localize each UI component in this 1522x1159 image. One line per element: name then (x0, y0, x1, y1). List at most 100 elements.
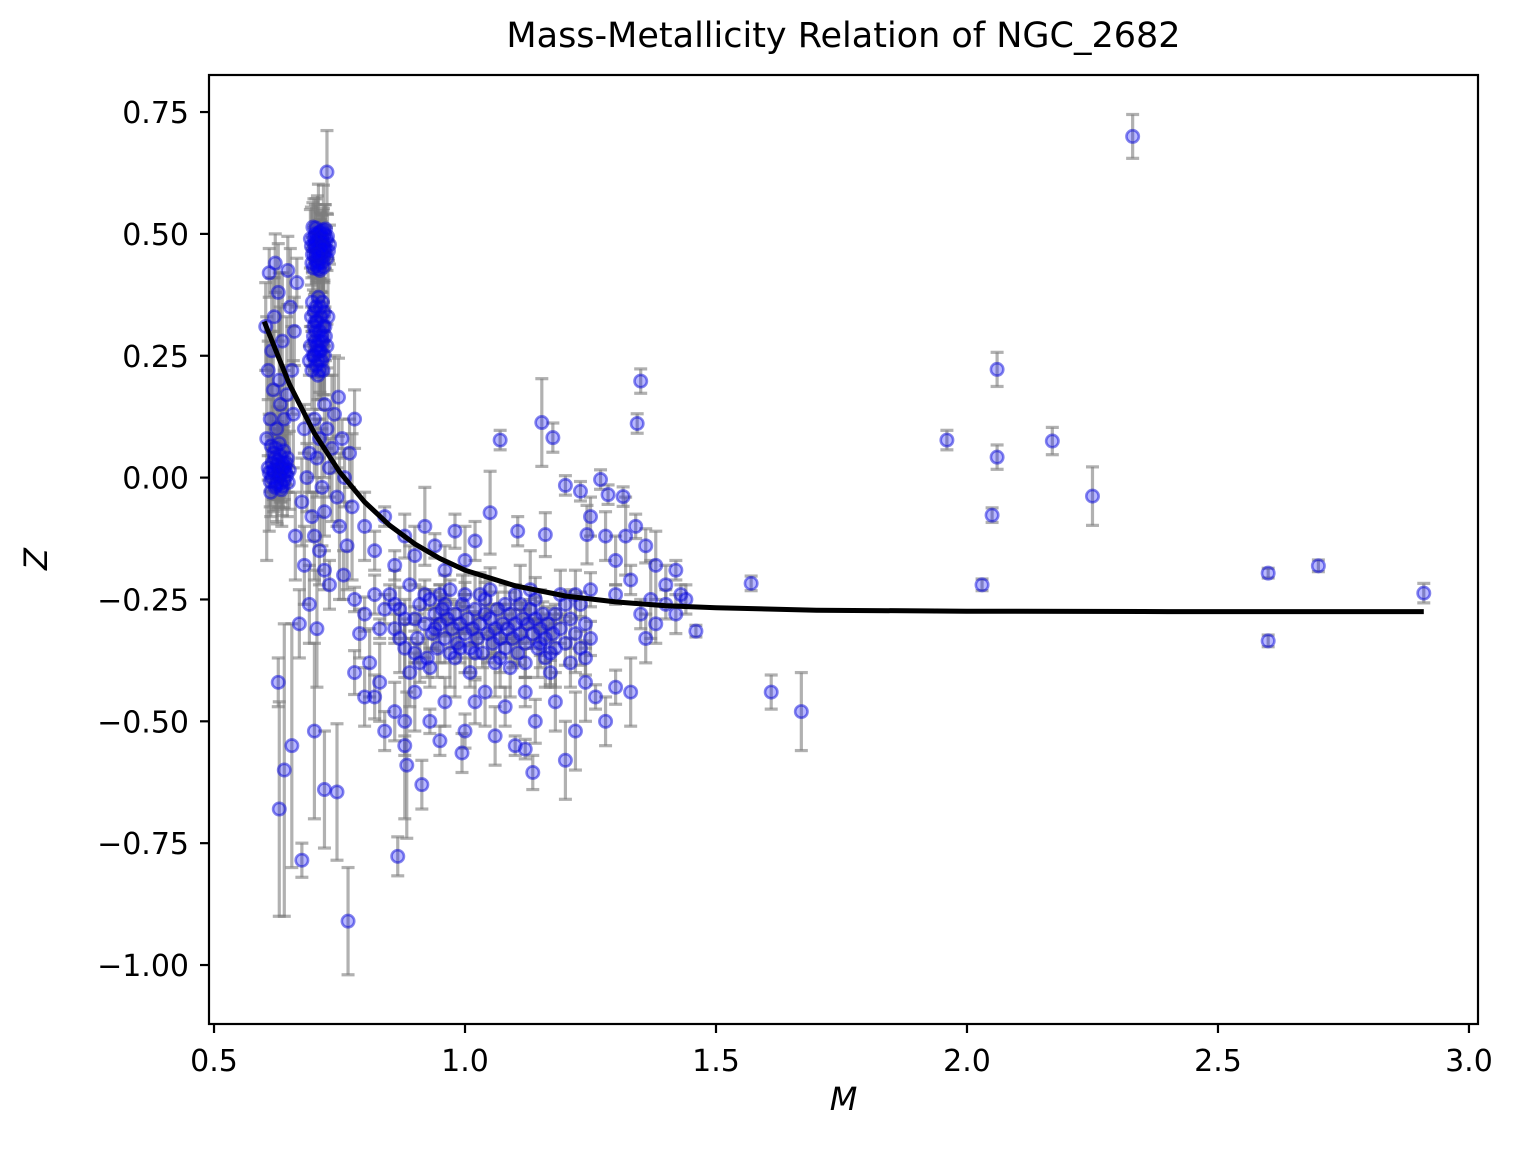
chart-title: Mass-Metallicity Relation of NGC_2682 (506, 16, 1181, 56)
data-point (347, 411, 363, 427)
data-point (329, 489, 345, 505)
data-point (989, 361, 1005, 377)
data-point (429, 640, 445, 656)
data-point (299, 470, 315, 486)
x-tick-label: 2.0 (943, 1044, 991, 1079)
data-point (274, 333, 290, 349)
data-point (452, 640, 468, 656)
data-point (552, 621, 568, 637)
data-point (319, 164, 335, 180)
data-point (311, 543, 327, 559)
data-point (467, 533, 483, 549)
data-point (392, 630, 408, 646)
data-point (309, 450, 325, 466)
data-point (397, 738, 413, 754)
y-tick-label: 0.75 (122, 96, 189, 131)
data-point (588, 689, 604, 705)
x-tick-label: 2.5 (1194, 1044, 1242, 1079)
data-point (319, 421, 335, 437)
data-point (567, 626, 583, 642)
data-point (306, 304, 322, 320)
data-point (482, 505, 498, 521)
data-point (417, 587, 433, 603)
data-point (367, 689, 383, 705)
data-point (276, 762, 292, 778)
data-point (310, 261, 326, 277)
data-point (467, 694, 483, 710)
data-point (259, 431, 275, 447)
data-point (326, 406, 342, 422)
data-point (477, 684, 493, 700)
y-tick-label: −0.25 (97, 583, 189, 618)
data-point (600, 487, 616, 503)
data-point (427, 621, 443, 637)
data-point (407, 548, 423, 564)
data-point (547, 606, 563, 622)
data-point (372, 674, 388, 690)
data-point (510, 645, 526, 661)
data-point (629, 416, 645, 432)
data-point (454, 745, 470, 761)
y-tick-label: −0.75 (97, 827, 189, 862)
data-point (492, 650, 508, 666)
data-point (284, 738, 300, 754)
data-point (280, 474, 296, 490)
x-tick-label: 0.5 (190, 1044, 238, 1079)
data-point (608, 552, 624, 568)
data-point (289, 275, 305, 291)
data-point (301, 353, 317, 369)
data-point (387, 704, 403, 720)
data-point (409, 630, 425, 646)
data-point (482, 582, 498, 598)
data-point (331, 389, 347, 405)
data-point (562, 655, 578, 671)
y-tick-label: 0.50 (122, 218, 189, 253)
data-point (402, 665, 418, 681)
data-point (407, 684, 423, 700)
data-point (357, 689, 373, 705)
data-point (287, 528, 303, 544)
data-point (301, 596, 317, 612)
data-point (537, 527, 553, 543)
data-point (1416, 585, 1432, 601)
data-point (648, 557, 664, 573)
data-point (314, 479, 330, 495)
data-point (302, 231, 318, 247)
data-point (467, 645, 483, 661)
data-point (316, 504, 332, 520)
data-point (377, 601, 393, 617)
data-point (638, 630, 654, 646)
data-point (432, 733, 448, 749)
plot-border (207, 73, 1480, 1026)
data-point (320, 309, 336, 325)
data-point (542, 665, 558, 681)
data-point (437, 694, 453, 710)
data-point (427, 538, 443, 554)
data-point (648, 616, 664, 632)
y-tick-label: −1.00 (97, 949, 189, 984)
data-point (316, 396, 332, 412)
data-point (502, 660, 518, 676)
data-point (387, 557, 403, 573)
data-point (357, 518, 373, 534)
data-point (285, 406, 301, 422)
data-point (311, 343, 327, 359)
data-point (304, 509, 320, 525)
data-point (572, 640, 588, 656)
data-point (457, 723, 473, 739)
data-point (267, 255, 283, 271)
data-point (329, 784, 345, 800)
data-point (537, 650, 553, 666)
data-point (525, 764, 541, 780)
data-point (457, 587, 473, 603)
data-point (306, 528, 322, 544)
x-tick-label: 1.5 (692, 1044, 740, 1079)
data-point (618, 528, 634, 544)
data-point (306, 723, 322, 739)
data-point (305, 219, 321, 235)
data-point (316, 782, 332, 798)
data-point (266, 309, 282, 325)
data-point (294, 494, 310, 510)
data-point (628, 518, 644, 534)
data-point (314, 328, 330, 344)
